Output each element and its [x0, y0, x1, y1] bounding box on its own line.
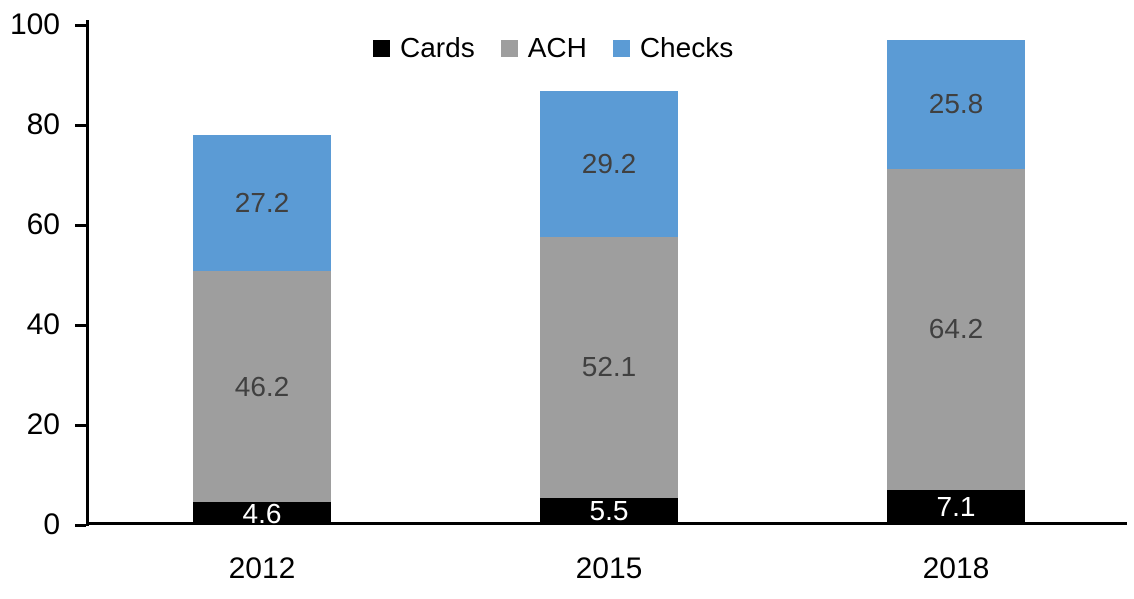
legend-swatch-cards	[373, 39, 390, 57]
bar-value-label: 25.8	[928, 88, 984, 119]
y-axis-tick	[75, 323, 86, 327]
bar-value-label: 52.1	[581, 351, 637, 383]
x-axis-category-label: 2015	[575, 552, 643, 585]
legend-item-checks: Checks	[612, 30, 734, 66]
bar-value-label: 46.2	[234, 370, 290, 402]
bar-value-label: 64.2	[928, 313, 984, 344]
bar-value-label: 4.6	[242, 497, 282, 529]
legend-swatch-ach	[500, 39, 518, 57]
bar-value-label: 27.2	[234, 187, 290, 218]
y-axis-tick-label: 80	[26, 108, 60, 141]
x-axis-category-label: 2018	[922, 552, 990, 585]
y-axis-tick	[75, 123, 86, 127]
bar-segment-ach: 52.1	[540, 237, 678, 498]
legend-label: ACH	[527, 32, 587, 63]
bar-segment-cards: 4.6	[193, 497, 331, 529]
bar-value-label: 5.5	[589, 495, 629, 527]
y-axis-tick-label: 60	[26, 208, 60, 241]
bar-segment-ach: 64.2	[887, 168, 1025, 490]
y-axis-tick	[75, 423, 86, 427]
chart-legend: Cards ACH Checks	[373, 30, 733, 66]
x-axis-category-label: 2012	[228, 552, 296, 585]
legend-label: Cards	[400, 32, 475, 63]
y-axis-tick-label: 20	[26, 408, 60, 441]
legend-item-cards: Cards	[373, 30, 475, 66]
bar-value-label: 7.1	[936, 491, 976, 523]
y-axis-tick-label: 0	[43, 508, 60, 541]
y-axis-line	[86, 20, 89, 526]
legend-swatch-checks	[612, 39, 630, 57]
bar-segment-checks: 27.2	[193, 135, 331, 271]
y-axis-tick-label: 100	[9, 8, 60, 41]
legend-label: Checks	[639, 32, 734, 63]
bar-segment-checks: 29.2	[540, 91, 678, 237]
bar-segment-cards: 5.5	[540, 495, 678, 527]
legend-item-ach: ACH	[500, 30, 587, 66]
bar-segment-ach: 46.2	[193, 271, 331, 502]
bar-segment-checks: 25.8	[887, 39, 1025, 169]
y-axis-tick-label: 40	[26, 308, 60, 341]
y-axis-tick	[75, 523, 86, 527]
bar-value-label: 29.2	[581, 148, 637, 179]
y-axis-tick	[75, 223, 86, 227]
y-axis-tick	[75, 23, 86, 27]
bar-segment-cards: 7.1	[887, 489, 1025, 525]
